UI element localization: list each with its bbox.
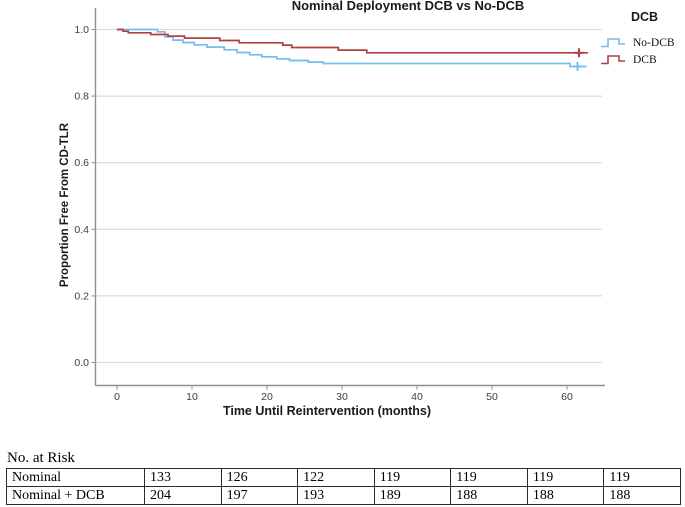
legend-label-no-dcb: No-DCB <box>633 36 675 49</box>
y-tick-label: 0.4 <box>74 224 89 236</box>
legend: DCB No-DCB DCB <box>600 10 685 69</box>
table-cell: 119 <box>603 468 681 487</box>
table-cell: 188 <box>526 486 605 505</box>
x-tick-label: 20 <box>261 391 273 403</box>
km-curve-dcb <box>117 28 588 54</box>
table-cell: 126 <box>220 468 299 487</box>
x-tick-label: 0 <box>114 391 120 403</box>
legend-item-no-dcb: No-DCB <box>600 35 685 50</box>
table-cell: 119 <box>373 468 452 487</box>
y-tick-label: 0.0 <box>74 357 89 369</box>
table-cell: 188 <box>450 486 528 505</box>
risk-table-caption: No. at Risk <box>7 450 75 466</box>
row-label: Nominal + DCB <box>6 486 145 505</box>
table-row-nominal: Nominal 133 126 122 119 119 119 119 <box>6 468 681 487</box>
table-cell: 197 <box>220 486 299 505</box>
table-cell: 204 <box>144 486 222 505</box>
table-cell: 189 <box>373 486 452 505</box>
row-label: Nominal <box>6 468 145 487</box>
chart-title: Nominal Deployment DCB vs No-DCB <box>292 0 525 13</box>
table-cell: 133 <box>144 468 222 487</box>
x-tick-label: 30 <box>336 391 348 403</box>
x-tick-label: 50 <box>486 391 498 403</box>
table-cell: 188 <box>603 486 681 505</box>
legend-item-dcb: DCB <box>600 52 685 67</box>
y-tick-label: 0.8 <box>74 91 89 103</box>
risk-table: Nominal 133 126 122 119 119 119 119 Nomi… <box>6 468 681 505</box>
no-dcb-step-line-icon <box>601 38 625 48</box>
curve-layer <box>117 28 588 71</box>
axis-layer: 1.0 0.8 0.6 0.4 0.2 0.0 0 10 20 30 40 50 60 <box>74 8 605 403</box>
table-cell: 119 <box>526 468 605 487</box>
table-cell: 193 <box>297 486 375 505</box>
y-tick-label: 0.6 <box>74 157 89 169</box>
km-chart: 1.0 0.8 0.6 0.4 0.2 0.0 0 10 20 30 40 50 60 Nominal … <box>59 0 605 418</box>
table-cell: 122 <box>297 468 375 487</box>
table-cell: 119 <box>450 468 528 487</box>
x-tick-label: 10 <box>186 391 198 403</box>
km-curve-no-dcb <box>117 28 587 68</box>
y-tick-label: 0.2 <box>74 290 89 302</box>
x-axis-label: Time Until Reintervention (months) <box>223 404 431 418</box>
grid-layer <box>96 28 602 364</box>
x-tick-label: 40 <box>411 391 423 403</box>
table-row-nominal-dcb: Nominal + DCB 204 197 193 189 188 188 18… <box>6 486 681 505</box>
dcb-step-line-icon <box>601 55 625 65</box>
legend-title: DCB <box>631 10 659 24</box>
x-tick-label: 60 <box>561 391 573 403</box>
legend-label-dcb: DCB <box>633 53 657 66</box>
y-axis-label: Proportion Free From CD-TLR <box>59 122 71 287</box>
y-tick-label: 1.0 <box>74 24 89 36</box>
